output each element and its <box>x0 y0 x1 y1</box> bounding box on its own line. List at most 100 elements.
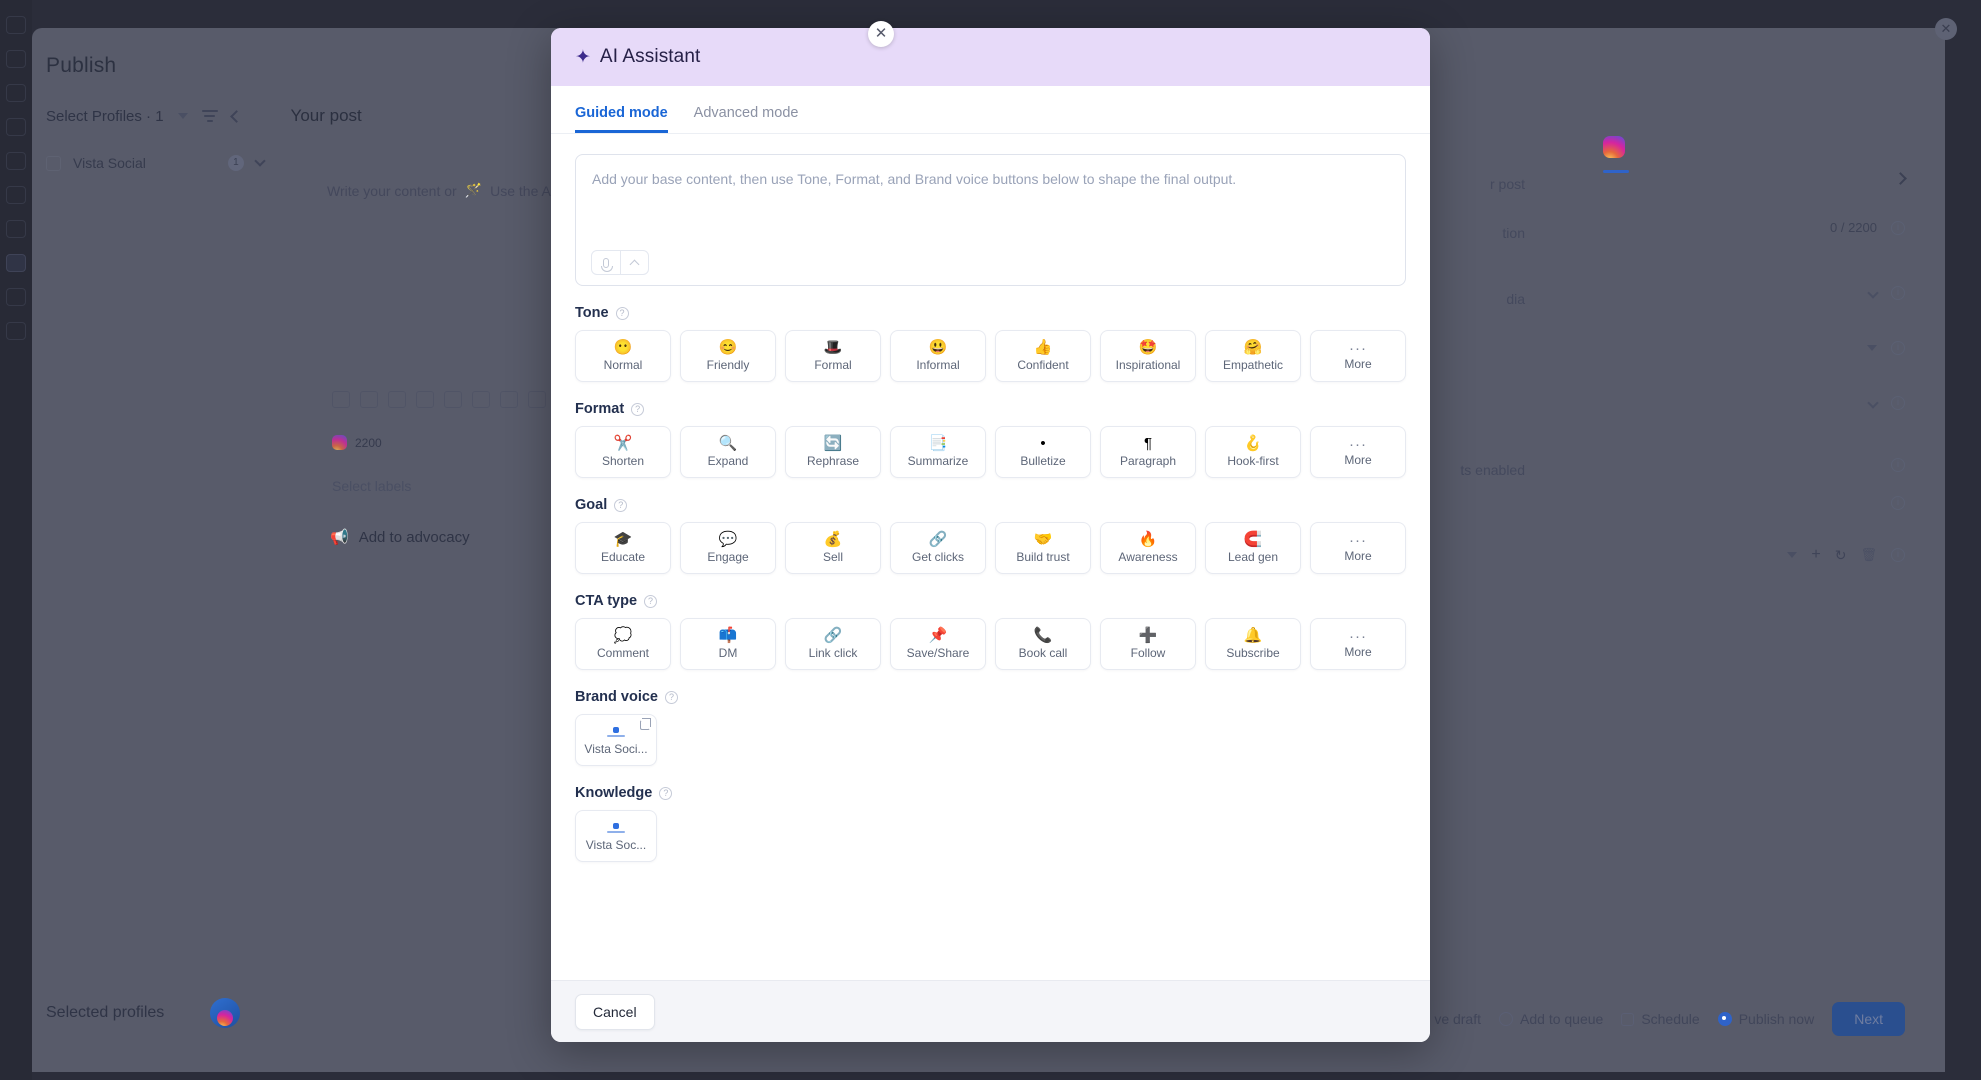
save-draft-button[interactable]: ve draft <box>1434 1011 1482 1027</box>
hashtag-icon[interactable] <box>416 391 434 408</box>
editor-toolbar[interactable] <box>332 391 574 408</box>
goal-tile-awareness[interactable]: 🔥 Awareness <box>1100 522 1196 574</box>
tone-tile-empathetic[interactable]: 🤗 Empathetic <box>1205 330 1301 382</box>
format-tile-paragraph[interactable]: ¶ Paragraph <box>1100 426 1196 478</box>
add-icon[interactable]: + <box>1811 546 1821 563</box>
cta-tile-comment[interactable]: 💭 Comment <box>575 618 671 670</box>
goal-tile-build-trust[interactable]: 🤝 Build trust <box>995 522 1091 574</box>
goal-tile-lead-gen[interactable]: 🧲 Lead gen <box>1205 522 1301 574</box>
chevron-down-icon[interactable] <box>1867 287 1879 299</box>
cta-tile-book-call[interactable]: 📞 Book call <box>995 618 1091 670</box>
goal-tile-get-clicks[interactable]: 🔗 Get clicks <box>890 522 986 574</box>
help-icon[interactable]: ? <box>614 498 628 512</box>
format-tile-expand[interactable]: 🔍 Expand <box>680 426 776 478</box>
goal-tile-sell[interactable]: 💰 Sell <box>785 522 881 574</box>
modal-close-icon[interactable]: ✕ <box>868 21 894 47</box>
info-icon[interactable]: i <box>1891 496 1905 510</box>
left-nav-rail[interactable] <box>0 0 32 1080</box>
chevron-up-icon[interactable] <box>620 251 648 274</box>
format-tile-summarize[interactable]: 📑 Summarize <box>890 426 986 478</box>
next-button[interactable]: Next <box>1832 1002 1905 1036</box>
profile-row[interactable]: Vista Social 1 <box>46 155 266 171</box>
chevron-down-icon[interactable] <box>1787 552 1798 558</box>
rail-icon-tasks[interactable] <box>6 322 26 340</box>
goal-tile-engage[interactable]: 💬 Engage <box>680 522 776 574</box>
rail-icon-home[interactable] <box>6 16 26 34</box>
format-tile-shorten[interactable]: ✂️ Shorten <box>575 426 671 478</box>
rail-icon-inbox[interactable] <box>6 84 26 102</box>
chevron-down-icon[interactable] <box>1867 397 1879 409</box>
help-icon[interactable]: ? <box>615 306 629 320</box>
tone-tile-formal[interactable]: 🎩 Formal <box>785 330 881 382</box>
format-tile-hook-first[interactable]: 🪝 Hook-first <box>1205 426 1301 478</box>
format-tile-bulletize[interactable]: • Bulletize <box>995 426 1091 478</box>
info-icon[interactable]: i <box>1891 396 1905 410</box>
help-icon[interactable]: ? <box>665 690 678 704</box>
publish-now-option[interactable]: Publish now <box>1717 1011 1814 1027</box>
info-icon[interactable]: i <box>1891 548 1905 562</box>
rail-icon-reviews[interactable] <box>6 186 26 204</box>
right-post-row[interactable] <box>1894 172 1907 185</box>
delete-icon[interactable]: 🗑 <box>1860 547 1877 562</box>
info-icon[interactable]: i <box>1891 220 1905 235</box>
rail-icon-reports[interactable] <box>6 118 26 136</box>
radio-icon[interactable] <box>1499 1012 1514 1026</box>
help-icon[interactable]: ? <box>644 594 658 608</box>
tab-advanced-mode[interactable]: Advanced mode <box>693 105 799 121</box>
right-options-row[interactable]: i <box>1867 341 1905 355</box>
undo-icon[interactable] <box>332 391 350 408</box>
help-icon[interactable]: ? <box>631 402 645 416</box>
filter-icon[interactable] <box>201 110 218 122</box>
right-media-row[interactable]: i <box>1867 286 1905 300</box>
rail-icon-calendar[interactable] <box>6 50 26 68</box>
add-to-advocacy-button[interactable]: 📢 Add to advocacy <box>330 528 470 547</box>
mention-icon[interactable] <box>500 391 518 408</box>
cancel-button[interactable]: Cancel <box>575 993 655 1030</box>
compose-textarea[interactable]: Add your base content, then use Tone, Fo… <box>575 154 1406 286</box>
tone-tile-confident[interactable]: 👍 Confident <box>995 330 1091 382</box>
select-labels-field[interactable]: Select labels <box>332 478 412 494</box>
info-icon[interactable]: i <box>1891 341 1905 355</box>
brand-voice-tile-vista-social[interactable]: Vista Soci... <box>575 714 657 766</box>
tone-tile-friendly[interactable]: 😊 Friendly <box>680 330 776 382</box>
schedule-option[interactable]: Schedule <box>1621 1011 1700 1027</box>
add-to-queue-option[interactable]: Add to queue <box>1499 1011 1603 1027</box>
info-icon[interactable]: i <box>1891 286 1905 300</box>
cta-tile-subscribe[interactable]: 🔔 Subscribe <box>1205 618 1301 670</box>
instagram-tab-icon[interactable] <box>1603 136 1625 158</box>
cta-tile-more[interactable]: ··· More <box>1310 618 1406 670</box>
rail-icon-publish[interactable] <box>6 254 26 272</box>
refresh-icon[interactable]: ↻ <box>1834 546 1847 563</box>
chevron-down-icon[interactable] <box>254 155 266 167</box>
chevron-down-icon[interactable] <box>1867 345 1877 351</box>
emoji-icon[interactable] <box>388 391 406 408</box>
tone-tile-normal[interactable]: 😶 Normal <box>575 330 671 382</box>
right-action-row[interactable]: + ↻ 🗑 i <box>1787 546 1905 564</box>
rail-icon-library[interactable] <box>6 288 26 306</box>
list-icon[interactable] <box>444 391 462 408</box>
rail-icon-employees[interactable] <box>6 220 26 238</box>
goal-tile-educate[interactable]: 🎓 Educate <box>575 522 671 574</box>
variable-icon[interactable] <box>472 391 490 408</box>
chevron-left-icon[interactable] <box>229 109 243 123</box>
tab-guided-mode[interactable]: Guided mode <box>575 105 668 133</box>
info-icon[interactable]: i <box>1891 458 1905 472</box>
format-tile-more[interactable]: ··· More <box>1310 426 1406 478</box>
chevron-right-icon[interactable] <box>1894 172 1907 185</box>
redo-icon[interactable] <box>360 391 378 408</box>
tone-tile-more[interactable]: ··· More <box>1310 330 1406 382</box>
knowledge-tile-vista-social[interactable]: Vista Soc... <box>575 810 657 862</box>
cta-tile-dm[interactable]: 📫 DM <box>680 618 776 670</box>
profile-checkbox[interactable] <box>46 155 61 171</box>
chevron-down-icon[interactable] <box>177 113 188 119</box>
format-tile-rephrase[interactable]: 🔄 Rephrase <box>785 426 881 478</box>
right-settings-row[interactable]: i <box>1867 396 1905 410</box>
text-format-icon[interactable] <box>528 391 546 408</box>
cta-tile-save-share[interactable]: 📌 Save/Share <box>890 618 986 670</box>
tone-tile-informal[interactable]: 😃 Informal <box>890 330 986 382</box>
radio-selected-icon[interactable] <box>1717 1012 1732 1026</box>
goal-tile-more[interactable]: ··· More <box>1310 522 1406 574</box>
rail-icon-listening[interactable] <box>6 152 26 170</box>
checkbox-icon[interactable] <box>1621 1013 1635 1026</box>
tone-tile-inspirational[interactable]: 🤩 Inspirational <box>1100 330 1196 382</box>
